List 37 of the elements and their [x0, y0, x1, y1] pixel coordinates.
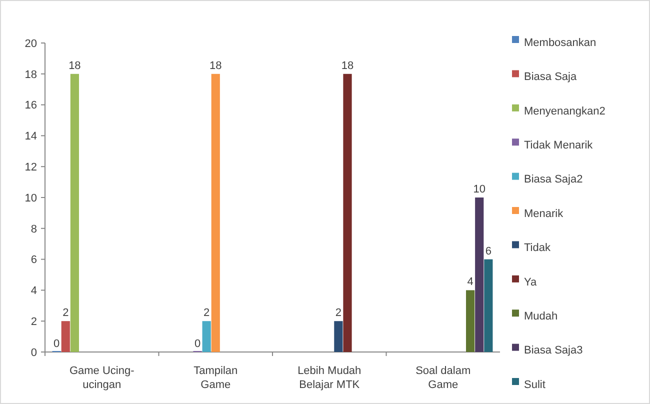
- data-label: 18: [341, 60, 354, 72]
- legend-label: Menyenangkan2: [524, 105, 606, 118]
- data-label: 2: [62, 307, 69, 320]
- data-label: 10: [473, 184, 486, 196]
- y-tick-label: 8: [30, 223, 37, 236]
- x-tick-label: Tampilan Game: [194, 365, 238, 391]
- legend-label: Tidak Menarik: [524, 140, 594, 152]
- data-label: 18: [68, 60, 81, 72]
- y-tick-label: 16: [24, 100, 37, 112]
- y-tick-label: 0: [30, 346, 37, 359]
- y-tick-label: 14: [24, 130, 37, 143]
- data-label: 6: [485, 245, 492, 258]
- legend-label: Mudah: [524, 310, 558, 323]
- x-tick-label: Soal dalam Game: [416, 365, 471, 391]
- data-label: 0: [194, 338, 201, 350]
- y-tick-label: 10: [24, 192, 37, 204]
- legend-label: Menarik: [524, 208, 564, 220]
- legend-label: Membosankan: [524, 36, 596, 49]
- y-tick-label: 4: [30, 285, 37, 298]
- y-tick-label: 6: [30, 254, 37, 266]
- x-tick-label: Lebih Mudah Belajar MTK: [298, 365, 362, 391]
- x-tick-label: Game Ucing-ucingan: [69, 365, 135, 391]
- legend-label: Biasa Saja2: [524, 174, 583, 186]
- data-label: 2: [204, 307, 210, 320]
- data-label: 2: [335, 307, 342, 320]
- legend-label: Sulit: [524, 378, 546, 391]
- y-tick-label: 20: [24, 38, 37, 50]
- data-label: 4: [467, 276, 474, 288]
- data-label: 18: [210, 60, 222, 72]
- data-label: 0: [54, 338, 60, 350]
- legend-label: Tidak: [524, 242, 551, 254]
- y-tick-label: 18: [24, 68, 37, 81]
- legend-label: Biasa Saja3: [524, 344, 583, 357]
- legend-label: Biasa Saja: [524, 71, 578, 84]
- legend-label: Ya: [524, 276, 538, 288]
- y-tick-label: 2: [30, 316, 37, 328]
- y-tick-label: 12: [24, 161, 37, 174]
